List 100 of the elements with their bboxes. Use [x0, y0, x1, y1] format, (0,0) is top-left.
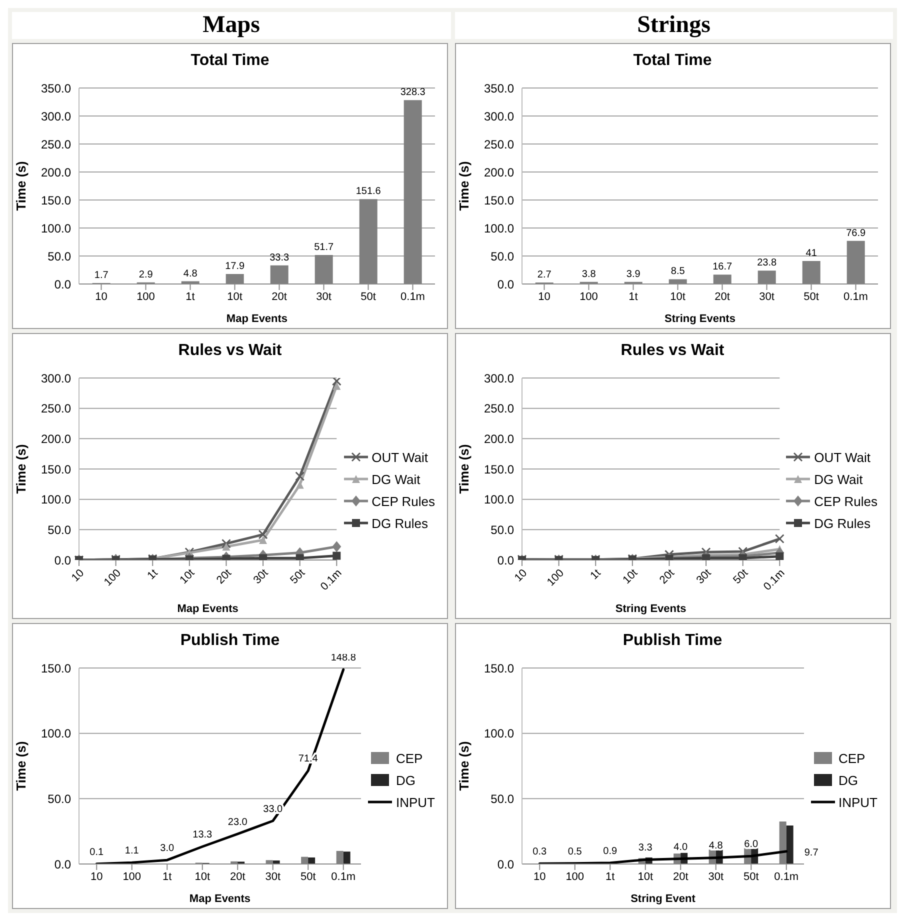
x-tick-label: 50t	[288, 567, 308, 586]
y-tick-label: 300.0	[483, 109, 514, 124]
x-tick-label: 0.1m	[400, 290, 425, 303]
data-label: 2.7	[536, 269, 552, 280]
legend-label: CEP	[396, 750, 423, 766]
y-axis-title: Time (s)	[456, 161, 472, 211]
x-tick-label: 50t	[360, 290, 376, 303]
chart-title: Publish Time	[179, 631, 281, 651]
data-label: 13.3	[192, 830, 213, 841]
legend-label: CEP Rules	[814, 494, 878, 508]
x-axis-title: Map Events	[189, 893, 251, 905]
x-tick-label: 30t	[265, 870, 281, 883]
y-tick-label: 250.0	[40, 402, 72, 416]
y-tick-label: 150.0	[483, 462, 514, 476]
x-tick-label: 100	[565, 870, 584, 883]
y-tick-label: 50.0	[490, 522, 514, 537]
legend-label: DG Wait	[372, 472, 420, 486]
x-tick-label: 30t	[316, 290, 332, 303]
x-tick-label: 30t	[694, 567, 714, 586]
x-tick-label: 20t	[230, 870, 246, 883]
x-tick-label: 10	[512, 567, 530, 584]
chart-title: Rules vs Wait	[620, 341, 726, 361]
x-tick-label: 0.1m	[774, 870, 798, 883]
x-tick-label: 1t	[605, 870, 614, 883]
x-tick-label: 10	[69, 567, 87, 584]
x-tick-label: 10t	[637, 870, 653, 883]
y-axis-title: Time (s)	[14, 161, 29, 211]
y-tick-label: 250.0	[40, 137, 72, 152]
legend-label: OUT Wait	[814, 450, 870, 464]
y-axis-title: Time (s)	[456, 741, 472, 791]
data-label: 151.6	[356, 186, 382, 198]
x-tick-label: 0.1m	[843, 290, 868, 303]
x-tick-label: 50t	[730, 567, 750, 586]
x-tick-label: 100	[579, 290, 598, 303]
data-label: 3.9	[626, 268, 640, 280]
legend-label: INPUT	[838, 794, 878, 810]
legend-label: CEP	[838, 750, 866, 766]
x-tick-label: 10	[533, 870, 546, 883]
legend-label: CEP Rules	[372, 494, 435, 508]
x-axis-title: String Events	[664, 313, 735, 325]
text: Maps	[12, 12, 450, 39]
x-tick-label: 10t	[670, 290, 685, 303]
y-tick-label: 200.0	[483, 432, 514, 446]
y-tick-label: 50.0	[48, 522, 72, 537]
x-tick-label: 30t	[251, 567, 271, 586]
y-tick-label: 50.0	[490, 249, 514, 264]
y-tick-label: 350.0	[483, 81, 514, 96]
data-label: 3.8	[581, 268, 596, 280]
data-label: 4.8	[183, 268, 198, 280]
x-tick-label: 10t	[620, 567, 640, 586]
data-label: 4.0	[673, 842, 688, 853]
y-tick-label: 100.0	[483, 726, 514, 741]
x-tick-label: 20t	[672, 870, 688, 883]
data-label: 0.1	[90, 846, 104, 858]
data-label: 3.0	[160, 843, 175, 854]
x-tick-label: 10t	[227, 290, 242, 303]
data-label: 17.9	[225, 260, 246, 272]
y-tick-label: 300.0	[483, 371, 514, 386]
x-tick-label: 10t	[178, 567, 198, 586]
text: Strings	[454, 12, 893, 39]
data-label: 8.5	[670, 266, 685, 278]
y-axis-title: Time (s)	[14, 741, 29, 791]
y-tick-label: 0.0	[54, 277, 72, 292]
x-tick-label: 100	[136, 290, 155, 303]
x-tick-label: 1t	[588, 567, 603, 582]
y-tick-label: 0.0	[54, 857, 72, 872]
x-axis-title: String Event	[630, 893, 696, 905]
x-tick-label: 50t	[803, 290, 818, 303]
y-tick-label: 150.0	[483, 193, 514, 208]
y-tick-label: 100.0	[40, 221, 72, 236]
y-tick-label: 300.0	[40, 371, 72, 386]
data-label: 1.1	[124, 846, 140, 857]
data-label: 23.0	[228, 816, 248, 828]
data-label: 51.7	[314, 242, 334, 254]
y-tick-label: 200.0	[40, 432, 72, 446]
x-tick-label: 20t	[272, 290, 287, 303]
legend-label: DG Wait	[814, 472, 863, 486]
x-tick-label: 50t	[300, 870, 316, 883]
data-label: 1.7	[94, 270, 109, 282]
x-tick-label: 100	[102, 567, 124, 589]
legend-label: DG	[838, 772, 858, 788]
x-axis-title: Map Events	[177, 603, 238, 615]
data-label: 4.8	[708, 840, 723, 852]
y-tick-label: 200.0	[483, 165, 514, 180]
x-tick-label: 10	[90, 870, 103, 883]
x-tick-label: 100	[544, 567, 566, 589]
y-tick-label: 250.0	[483, 137, 514, 152]
legend-label: INPUT	[396, 794, 435, 810]
data-label: 16.7	[712, 262, 732, 273]
y-tick-label: 350.0	[40, 81, 72, 96]
data-label: 0.3	[532, 846, 547, 858]
legend-label: DG Rules	[372, 516, 428, 530]
y-tick-label: 0.0	[496, 277, 514, 292]
y-tick-label: 50.0	[490, 792, 514, 806]
x-tick-label: 50t	[742, 870, 758, 883]
data-label: 76.9	[846, 228, 866, 239]
chart-title: Total Time	[632, 51, 713, 71]
x-tick-label: 30t	[758, 290, 774, 303]
x-tick-label: 100	[122, 870, 142, 883]
x-tick-label: 10t	[194, 870, 210, 883]
